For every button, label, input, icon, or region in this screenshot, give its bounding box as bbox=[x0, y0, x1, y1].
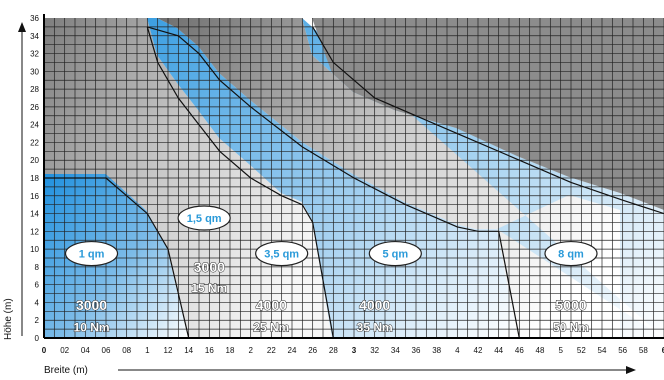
annotations: 1 qm 1,5 qm 3,5 qm 5 qm 8 qm 3000 10 Nm 3000 15 … bbox=[64, 205, 598, 335]
boundary-line bbox=[312, 26, 664, 215]
y-tick-label: 12 bbox=[30, 227, 39, 236]
size-bubble bbox=[544, 240, 598, 267]
boundary-line bbox=[44, 177, 190, 339]
y-tick-label: 36 bbox=[30, 14, 39, 23]
x-tick-label: 04 bbox=[81, 346, 90, 355]
size-bubble-label: 1 qm bbox=[79, 249, 105, 261]
torque-value: 35 Nm bbox=[357, 320, 393, 334]
rating-value: 5000 bbox=[555, 297, 586, 313]
x-tick-label: 36 bbox=[412, 346, 421, 355]
y-tick-label: 34 bbox=[30, 32, 39, 41]
x-tick-label: 28 bbox=[329, 346, 338, 355]
size-bubble-label: 8 qm bbox=[558, 249, 584, 261]
y-axis-label: Höhe (m) bbox=[3, 298, 14, 340]
x-tick-label: 6 bbox=[662, 346, 664, 355]
y-tick-label: 18 bbox=[30, 174, 39, 183]
x-tick-label: 58 bbox=[639, 346, 648, 355]
x-tick-label: 54 bbox=[598, 346, 607, 355]
y-axis-arrowhead bbox=[18, 22, 26, 32]
y-tick-label: 6 bbox=[35, 281, 40, 290]
x-tick-label: 42 bbox=[474, 346, 483, 355]
x-axis-label: Breite (m) bbox=[44, 365, 88, 376]
y-tick-label: 32 bbox=[30, 50, 39, 59]
y-tick-label: 24 bbox=[30, 121, 39, 130]
x-tick-label: 02 bbox=[60, 346, 69, 355]
torque-value: 15 Nm bbox=[191, 281, 227, 295]
x-tick-label: 4 bbox=[455, 346, 460, 355]
x-tick-label: 2 bbox=[248, 346, 253, 355]
rating-value: 3000 bbox=[76, 297, 107, 313]
boundary-line bbox=[147, 26, 520, 339]
y-tick-label: 26 bbox=[30, 103, 39, 112]
y-tick-label: 22 bbox=[30, 138, 39, 147]
y-tick-label: 30 bbox=[30, 67, 39, 76]
x-tick-label: 18 bbox=[226, 346, 235, 355]
size-bubble bbox=[255, 240, 309, 267]
y-tick-label: 8 bbox=[35, 263, 40, 272]
boundary-line bbox=[146, 26, 334, 339]
x-tick-label: 56 bbox=[618, 346, 627, 355]
size-bubble-label: 5 qm bbox=[382, 249, 408, 261]
x-tick-label: 0 bbox=[42, 346, 47, 355]
x-tick-label: 32 bbox=[370, 346, 379, 355]
x-tick-label: 46 bbox=[515, 346, 524, 355]
x-tick-label: 52 bbox=[577, 346, 586, 355]
x-tick-label: 08 bbox=[122, 346, 131, 355]
size-bubble-label: 3,5 qm bbox=[264, 249, 299, 261]
torque-value: 25 Nm bbox=[253, 320, 289, 334]
size-bubble bbox=[64, 240, 119, 267]
x-tick-label: 5 bbox=[558, 346, 563, 355]
y-tick-label: 4 bbox=[35, 298, 40, 307]
x-axis-arrowhead bbox=[626, 366, 636, 374]
x-tick-label: 26 bbox=[308, 346, 317, 355]
rating-value: 4000 bbox=[359, 297, 390, 313]
y-tick-label: 2 bbox=[35, 316, 40, 325]
size-bubble-label: 1,5 qm bbox=[187, 213, 222, 225]
x-tick-label: 34 bbox=[391, 346, 400, 355]
size-bubble bbox=[368, 240, 422, 267]
y-tick-label: 0 bbox=[35, 334, 40, 343]
x-tick-label: 12 bbox=[164, 346, 173, 355]
region-boundaries bbox=[44, 26, 664, 339]
size-bubble bbox=[177, 205, 231, 231]
x-tick-label: 14 bbox=[184, 346, 193, 355]
rating-value: 3000 bbox=[194, 259, 225, 275]
x-tick-label: 16 bbox=[205, 346, 214, 355]
x-tick-label: 24 bbox=[288, 346, 297, 355]
x-tick-label: 06 bbox=[102, 346, 111, 355]
y-tick-label: 14 bbox=[30, 210, 39, 219]
x-tick-label: 3 bbox=[352, 346, 357, 355]
x-tick-label: 44 bbox=[494, 346, 503, 355]
y-tick-label: 28 bbox=[30, 85, 39, 94]
y-tick-label: 10 bbox=[30, 245, 39, 254]
y-tick-label: 20 bbox=[30, 156, 39, 165]
x-tick-label: 22 bbox=[267, 346, 276, 355]
x-tick-label: 38 bbox=[432, 346, 441, 355]
torque-value: 10 Nm bbox=[74, 320, 110, 334]
y-tick-label: 16 bbox=[30, 192, 39, 201]
x-tick-label: 48 bbox=[536, 346, 545, 355]
x-tick-label: 1 bbox=[145, 346, 150, 355]
rating-value: 4000 bbox=[256, 297, 287, 313]
torque-value: 50 Nm bbox=[553, 320, 589, 334]
